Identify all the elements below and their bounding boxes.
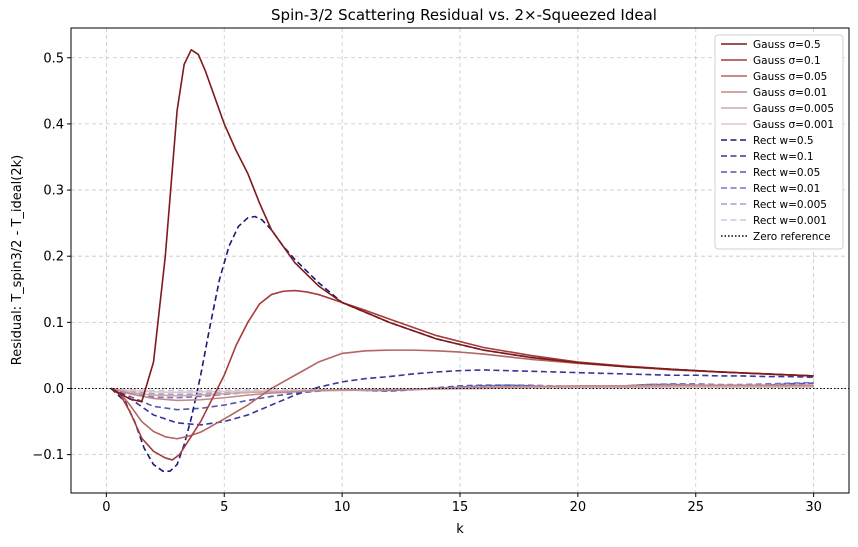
x-tick-label: 30	[805, 500, 822, 515]
x-tick-label: 15	[452, 500, 469, 515]
y-tick-label: 0.5	[43, 51, 64, 66]
series-line-7	[110, 369, 814, 426]
legend-label: Rect w=0.1	[753, 151, 814, 163]
y-tick-label: 0.4	[43, 117, 64, 132]
y-axis-label: Residual: T_spin3/2 - T_ideal(2k)	[10, 155, 25, 365]
legend-label: Rect w=0.005	[753, 199, 827, 211]
legend-label: Gauss σ=0.001	[753, 119, 834, 131]
series-line-6	[110, 215, 814, 472]
x-tick-label: 10	[334, 500, 351, 515]
series-layer	[71, 49, 849, 472]
y-tick-label: 0.2	[43, 250, 64, 265]
legend-box	[714, 34, 844, 250]
legend-label: Gauss σ=0.1	[753, 55, 821, 67]
legend-label: Gauss σ=0.01	[753, 87, 827, 99]
y-tick-label: 0.1	[43, 316, 64, 331]
series-line-3	[110, 384, 814, 402]
x-tick-label: 25	[687, 500, 704, 515]
legend-label: Rect w=0.001	[753, 215, 827, 227]
grid	[71, 28, 849, 493]
x-axis-label: k	[456, 522, 464, 537]
legend-label: Rect w=0.5	[753, 135, 814, 147]
legend-label: Rect w=0.05	[753, 167, 820, 179]
legend: Gauss σ=0.5 Gauss σ=0.1 Gauss σ=0.05 Gauss …	[714, 34, 844, 250]
y-tick-label: 0.3	[43, 184, 64, 199]
legend-label: Gauss σ=0.05	[753, 71, 827, 83]
legend-label: Rect w=0.01	[753, 183, 820, 195]
y-tick-label: 0.0	[43, 382, 64, 397]
chart-title: Spin-3/2 Scattering Residual vs. 2×-Sque…	[271, 6, 657, 24]
legend-label: Zero reference	[753, 231, 831, 243]
legend-label: Gauss σ=0.5	[753, 39, 821, 51]
x-tick-label: 5	[220, 500, 228, 515]
series-line-0	[110, 49, 814, 403]
x-axis: 0 5 10 15 20 25 30	[102, 493, 822, 515]
y-axis: −0.1 0.0 0.1 0.2 0.3 0.4 0.5	[32, 51, 71, 463]
series-line-1	[110, 289, 814, 461]
x-tick-label: 20	[570, 500, 587, 515]
y-tick-label: −0.1	[32, 448, 64, 463]
legend-label: Gauss σ=0.005	[753, 103, 834, 115]
x-tick-label: 0	[102, 500, 110, 515]
